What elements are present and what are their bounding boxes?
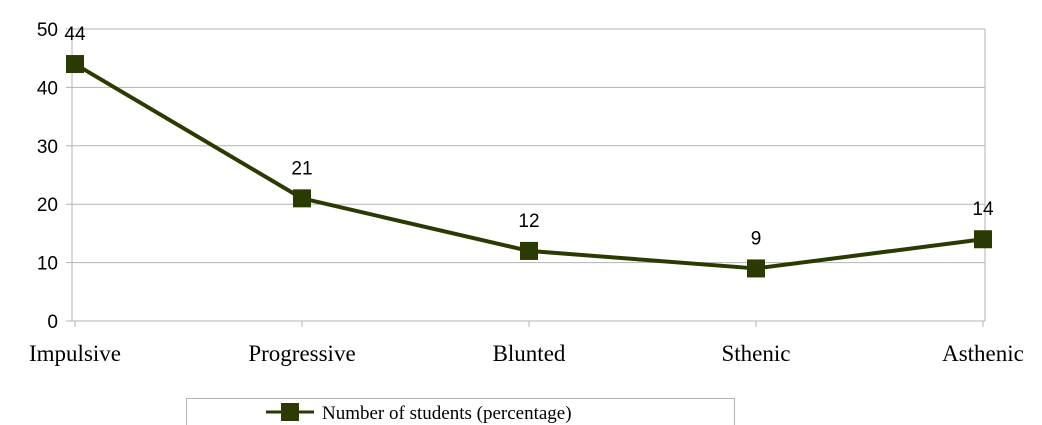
data-label: 14 [972,199,994,220]
legend: Number of students (percentage) [186,398,735,425]
y-tick-label: 50 [37,20,58,41]
x-tick-label: Asthenic [942,341,1024,366]
data-point-marker [293,189,311,208]
data-labels: 44 21 12 9 14 [64,24,994,249]
legend-label: Number of students (percentage) [322,403,572,424]
series-line [73,62,984,271]
y-axis-ticks: 0 10 20 30 40 50 [37,20,58,333]
data-label: 44 [64,24,86,45]
data-label: 9 [751,228,762,249]
data-label: 12 [518,211,539,232]
data-point-marker [66,55,84,74]
y-tick-label: 30 [37,137,58,158]
data-label: 21 [291,158,312,179]
data-point-marker [974,230,992,249]
data-point-marker [520,241,538,260]
x-axis-ticks: Impulsive Progressive Blunted Sthenic Asthen… [29,341,1024,366]
x-tick-label: Progressive [248,341,355,366]
series-group [66,55,992,278]
legend-marker-swatch [281,403,299,421]
x-tick-label: Sthenic [722,341,791,366]
y-tick-label: 10 [37,254,58,275]
x-tick-label: Impulsive [29,341,121,366]
y-tick-label: 40 [37,78,58,99]
gridlines [72,28,985,322]
x-tick-label: Blunted [493,341,566,366]
data-point-marker [747,259,765,278]
y-tick-label: 20 [37,195,58,216]
axes [66,28,986,327]
y-tick-label: 0 [47,312,58,333]
